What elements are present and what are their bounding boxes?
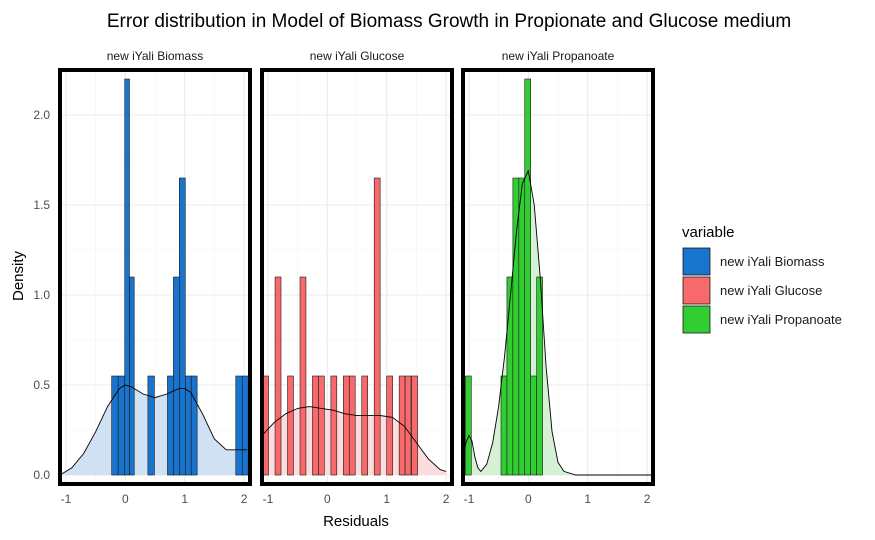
histogram-bar bbox=[530, 375, 537, 476]
histogram-bar bbox=[235, 375, 243, 476]
y-tick-label: 0.0 bbox=[33, 468, 50, 482]
x-tick-label: 2 bbox=[644, 492, 651, 506]
histogram-bar bbox=[373, 177, 381, 476]
histogram-bar bbox=[111, 375, 119, 476]
legend-title: variable bbox=[682, 224, 735, 241]
density-curve bbox=[261, 406, 447, 472]
histogram-bar bbox=[518, 177, 526, 476]
legend-swatch bbox=[682, 247, 711, 276]
x-tick-label: 0 bbox=[122, 492, 129, 506]
facet-strip-label: new iYali Propanoate bbox=[502, 49, 615, 63]
y-axis: 0.0 0.5 1.0 1.5 2.0 bbox=[33, 108, 50, 482]
x-tick-label: 0 bbox=[525, 492, 532, 506]
legend-item-label: new iYali Biomass bbox=[720, 254, 825, 269]
histogram-bar bbox=[343, 375, 350, 476]
histogram-bar bbox=[536, 276, 543, 476]
panel-border bbox=[260, 68, 454, 486]
histogram-bar bbox=[129, 276, 135, 476]
panel-border bbox=[58, 68, 252, 486]
histogram-bar bbox=[524, 78, 531, 476]
legend: variable new iYali Biomass new iYali Gluc… bbox=[682, 224, 842, 334]
facet-strip-label: new iYali Glucose bbox=[310, 49, 405, 63]
histogram-bar bbox=[361, 375, 368, 476]
histogram-bar bbox=[500, 375, 508, 476]
x-tick-label: 0 bbox=[324, 492, 331, 506]
x-tick-label: -1 bbox=[263, 492, 274, 506]
histogram-bar bbox=[124, 78, 130, 476]
y-tick-label: 0.5 bbox=[33, 378, 50, 392]
histogram-bar bbox=[404, 375, 412, 476]
histogram-bar bbox=[167, 375, 174, 476]
facet-strip-label: new iYali Biomass bbox=[107, 49, 203, 63]
x-tick-label: 1 bbox=[383, 492, 390, 506]
chart-title: Error distribution in Model of Biomass G… bbox=[107, 11, 791, 32]
histogram-bar bbox=[318, 375, 325, 476]
histogram-bar bbox=[398, 375, 406, 476]
x-tick-label: -1 bbox=[61, 492, 72, 506]
histogram-bar bbox=[117, 375, 126, 476]
y-axis-label: Density bbox=[10, 250, 27, 301]
x-tick-label: 2 bbox=[241, 492, 248, 506]
histogram-bar bbox=[299, 276, 307, 476]
histogram-bar bbox=[348, 375, 356, 476]
histogram-bar bbox=[179, 177, 186, 476]
x-tick-label: -1 bbox=[464, 492, 475, 506]
histogram-bar bbox=[241, 375, 249, 476]
panel-border bbox=[461, 68, 655, 486]
legend-item-label: new iYali Propanoate bbox=[720, 312, 842, 327]
histogram-bar bbox=[274, 276, 282, 476]
legend-swatch bbox=[682, 276, 711, 305]
histogram-bar bbox=[386, 375, 393, 476]
x-axis-label: Residuals bbox=[323, 513, 389, 530]
y-tick-label: 1.0 bbox=[33, 288, 50, 302]
x-tick-label: 1 bbox=[181, 492, 188, 506]
histogram-bar bbox=[173, 276, 180, 476]
panel-1: new iYali Glucose -1 0 1 2 bbox=[260, 49, 454, 506]
density-curve bbox=[462, 169, 653, 476]
density-curve bbox=[59, 384, 248, 476]
y-tick-label: 1.5 bbox=[33, 198, 50, 212]
x-tick-label: 1 bbox=[584, 492, 591, 506]
panel-2: new iYali Propanoate -1 0 1 2 bbox=[461, 49, 655, 506]
histogram-bar bbox=[312, 375, 319, 476]
legend-item-label: new iYali Glucose bbox=[720, 283, 822, 298]
histogram-bar bbox=[465, 375, 472, 476]
x-tick-label: 2 bbox=[443, 492, 450, 506]
histogram-bar bbox=[506, 276, 514, 476]
panel-0: new iYali Biomass -1 0 1 2 bbox=[58, 49, 252, 506]
facet-panels: new iYali Biomass -1 0 1 2 new iYali Glucose -… bbox=[58, 49, 655, 506]
histogram-bar bbox=[411, 375, 418, 476]
y-tick-label: 2.0 bbox=[33, 108, 50, 122]
legend-swatch bbox=[682, 305, 711, 334]
histogram-bar bbox=[190, 375, 198, 476]
grid bbox=[463, 70, 653, 484]
histogram-bar bbox=[147, 375, 155, 476]
histogram-bar bbox=[330, 375, 338, 476]
histogram-bar bbox=[287, 375, 294, 476]
